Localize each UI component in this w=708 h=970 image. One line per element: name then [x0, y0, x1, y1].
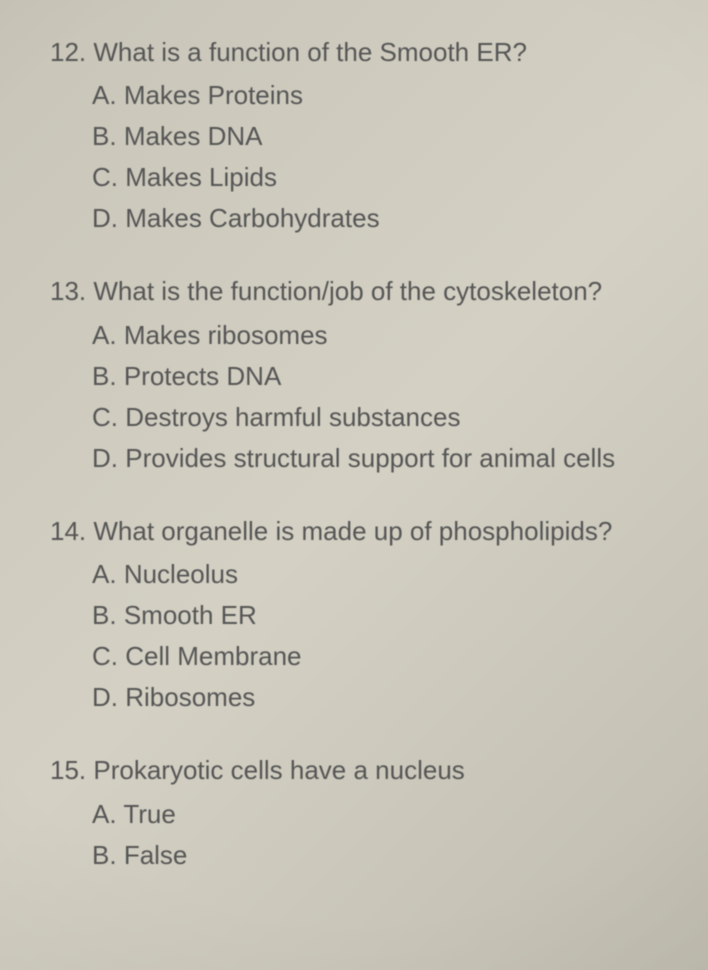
option-b: B. False — [92, 838, 688, 873]
option-text: Smooth ER — [124, 600, 257, 630]
option-a: A. True — [92, 797, 688, 832]
option-text: Provides structural support for animal c… — [125, 443, 615, 473]
option-letter: A. — [92, 320, 117, 350]
option-text: Ribosomes — [125, 682, 255, 712]
option-b: B. Makes DNA — [92, 119, 688, 154]
question-text: 12. What is a function of the Smooth ER? — [50, 35, 688, 70]
option-letter: D. — [92, 443, 118, 473]
question-text: 15. Prokaryotic cells have a nucleus — [50, 753, 688, 788]
option-c: C. Makes Lipids — [92, 160, 688, 195]
option-letter: B. — [92, 121, 117, 151]
question-12: 12. What is a function of the Smooth ER?… — [50, 35, 688, 236]
option-d: D. Ribosomes — [92, 680, 688, 715]
question-text: 14. What organelle is made up of phospho… — [50, 514, 688, 549]
worksheet-page: 12. What is a function of the Smooth ER?… — [50, 35, 688, 873]
option-text: Destroys harmful substances — [125, 402, 460, 432]
question-15: 15. Prokaryotic cells have a nucleus A. … — [50, 753, 688, 872]
option-a: A. Makes ribosomes — [92, 318, 688, 353]
options-list: A. True B. False — [50, 797, 688, 873]
question-13: 13. What is the function/job of the cyto… — [50, 274, 688, 475]
question-prompt: What is a function of the Smooth ER? — [93, 37, 527, 67]
option-letter: D. — [92, 203, 118, 233]
question-prompt: What organelle is made up of phospholipi… — [93, 516, 612, 546]
option-text: Makes Proteins — [124, 80, 303, 110]
option-letter: B. — [92, 600, 117, 630]
option-letter: B. — [92, 361, 117, 391]
option-a: A. Nucleolus — [92, 557, 688, 592]
option-text: Makes Carbohydrates — [125, 203, 379, 233]
option-letter: D. — [92, 682, 118, 712]
question-number: 15. — [50, 755, 86, 785]
question-number: 14. — [50, 516, 86, 546]
option-text: Makes Lipids — [125, 162, 277, 192]
option-letter: C. — [92, 402, 118, 432]
option-letter: A. — [92, 799, 117, 829]
option-letter: B. — [92, 840, 117, 870]
option-letter: A. — [92, 80, 117, 110]
question-number: 13. — [50, 276, 86, 306]
option-text: Nucleolus — [124, 559, 238, 589]
options-list: A. Makes Proteins B. Makes DNA C. Makes … — [50, 78, 688, 236]
option-letter: C. — [92, 641, 118, 671]
option-text: True — [123, 799, 176, 829]
option-letter: A. — [92, 559, 117, 589]
question-prompt: Prokaryotic cells have a nucleus — [93, 755, 464, 785]
question-14: 14. What organelle is made up of phospho… — [50, 514, 688, 715]
option-text: Makes ribosomes — [124, 320, 328, 350]
question-text: 13. What is the function/job of the cyto… — [50, 274, 688, 309]
option-a: A. Makes Proteins — [92, 78, 688, 113]
options-list: A. Makes ribosomes B. Protects DNA C. De… — [50, 318, 688, 476]
option-text: False — [124, 840, 188, 870]
option-d: D. Provides structural support for anima… — [92, 441, 688, 476]
option-text: Protects DNA — [124, 361, 282, 391]
option-d: D. Makes Carbohydrates — [92, 201, 688, 236]
option-text: Makes DNA — [124, 121, 263, 151]
option-c: C. Cell Membrane — [92, 639, 688, 674]
question-number: 12. — [50, 37, 86, 67]
option-c: C. Destroys harmful substances — [92, 400, 688, 435]
option-b: B. Smooth ER — [92, 598, 688, 633]
question-prompt: What is the function/job of the cytoskel… — [93, 276, 602, 306]
option-text: Cell Membrane — [125, 641, 301, 671]
options-list: A. Nucleolus B. Smooth ER C. Cell Membra… — [50, 557, 688, 715]
option-b: B. Protects DNA — [92, 359, 688, 394]
option-letter: C. — [92, 162, 118, 192]
